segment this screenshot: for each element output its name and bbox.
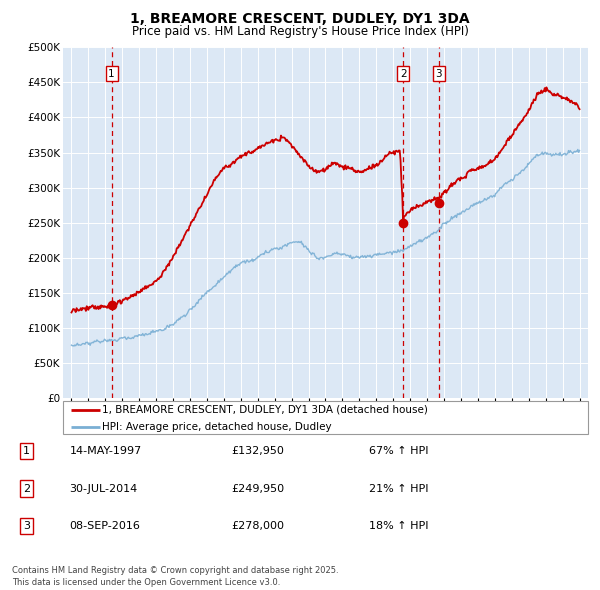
Text: £249,950: £249,950 — [231, 484, 284, 494]
Text: 21% ↑ HPI: 21% ↑ HPI — [369, 484, 428, 494]
Text: 1, BREAMORE CRESCENT, DUDLEY, DY1 3DA (detached house): 1, BREAMORE CRESCENT, DUDLEY, DY1 3DA (d… — [103, 405, 428, 415]
Text: 2: 2 — [400, 69, 406, 79]
Text: 67% ↑ HPI: 67% ↑ HPI — [369, 446, 428, 456]
Text: £278,000: £278,000 — [231, 521, 284, 531]
FancyBboxPatch shape — [63, 401, 588, 434]
Text: 3: 3 — [436, 69, 442, 79]
Text: 1: 1 — [108, 69, 115, 79]
Text: 2: 2 — [23, 484, 30, 494]
Text: 30-JUL-2014: 30-JUL-2014 — [70, 484, 138, 494]
Text: 14-MAY-1997: 14-MAY-1997 — [70, 446, 142, 456]
Text: Price paid vs. HM Land Registry's House Price Index (HPI): Price paid vs. HM Land Registry's House … — [131, 25, 469, 38]
Text: £132,950: £132,950 — [231, 446, 284, 456]
Text: 1: 1 — [23, 446, 30, 456]
Text: 08-SEP-2016: 08-SEP-2016 — [70, 521, 140, 531]
Text: 3: 3 — [23, 521, 30, 531]
Text: HPI: Average price, detached house, Dudley: HPI: Average price, detached house, Dudl… — [103, 421, 332, 431]
Text: Contains HM Land Registry data © Crown copyright and database right 2025.
This d: Contains HM Land Registry data © Crown c… — [12, 566, 338, 587]
Text: 18% ↑ HPI: 18% ↑ HPI — [369, 521, 428, 531]
Text: 1, BREAMORE CRESCENT, DUDLEY, DY1 3DA: 1, BREAMORE CRESCENT, DUDLEY, DY1 3DA — [130, 12, 470, 26]
